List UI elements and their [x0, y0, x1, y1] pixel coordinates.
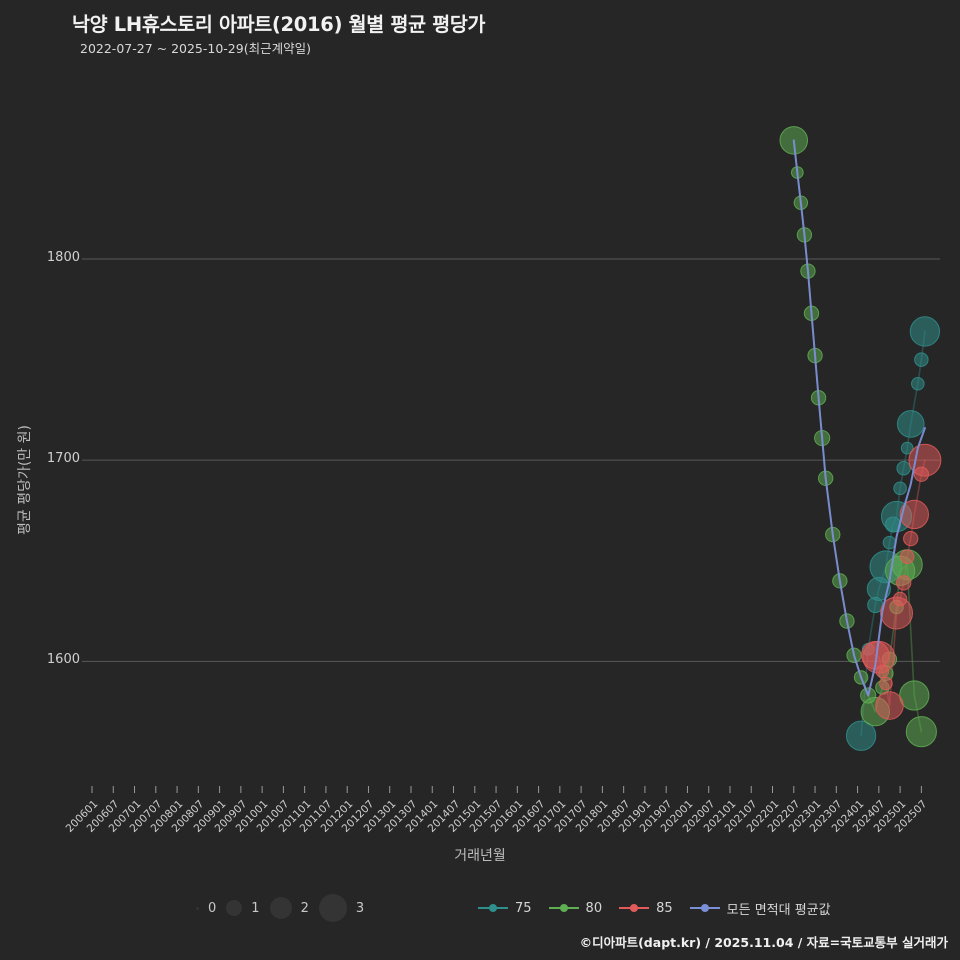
legend-size-label: 2	[300, 900, 309, 916]
legend-series-item-80[interactable]: 80	[548, 900, 603, 916]
data-bubble	[899, 549, 915, 564]
legend-series-label: 모든 면적대 평균값	[726, 902, 831, 918]
legend-dot-glyph	[700, 904, 709, 912]
footer-credit: ©디아파트(dapt.kr) / 2025.11.04 / 자료=국토교통부 실…	[579, 935, 948, 950]
legend-size-label: 1	[251, 900, 260, 916]
series-line-average	[792, 139, 926, 697]
legend-size-bubble	[196, 906, 199, 910]
data-bubble	[875, 664, 890, 679]
legend-series-swatch	[478, 901, 508, 915]
legend-series-label: 85	[656, 900, 673, 916]
legend-size-bubble	[226, 900, 243, 916]
legend-dot-glyph	[489, 904, 497, 912]
legend-size-scale: 0 1 2 3	[196, 893, 374, 923]
data-bubble	[900, 441, 914, 455]
legend-size-label: 0	[208, 900, 217, 916]
legend-series-label: 80	[585, 900, 603, 916]
y-axis-title: 평균 평당가(만 원)	[17, 425, 33, 535]
data-bubble	[892, 591, 908, 607]
legend-series-swatch	[548, 901, 579, 915]
x-axis-title: 거래년월	[454, 848, 506, 864]
data-bubble	[895, 575, 912, 591]
legend-series-swatch	[619, 901, 650, 915]
data-bubble	[896, 410, 925, 438]
legend-size-item[interactable]: 0	[196, 901, 216, 916]
legend-series-item-75[interactable]: 75	[478, 901, 532, 916]
data-bubble	[911, 376, 925, 391]
chart-subtitle: 2022-07-27 ~ 2025-10-29(최근계약일)	[80, 41, 311, 56]
page-title: 낙양 LH휴스토리 아파트(2016) 월별 평균 평당가	[72, 13, 486, 36]
series-line-80	[792, 139, 923, 733]
data-bubble	[845, 720, 877, 751]
legend-size-bubble	[269, 897, 292, 919]
y-tick-label: 1800	[46, 250, 80, 266]
legend-size-item[interactable]: 1	[226, 900, 260, 916]
legend-size-label: 3	[355, 900, 365, 916]
legend-series-item-85[interactable]: 85	[619, 901, 673, 916]
data-bubble	[905, 716, 937, 748]
data-bubble	[903, 530, 919, 547]
legend-size-bubble	[318, 894, 347, 922]
legend-size-item[interactable]: 2	[269, 897, 309, 919]
data-bubble	[882, 535, 897, 550]
data-bubble	[914, 352, 929, 367]
legend-series-label: 75	[515, 900, 532, 916]
legend: 0 1 2 3 75 80 85 모든 면적대 평균값	[0, 893, 960, 923]
legend-series-swatch	[689, 901, 720, 915]
data-bubble	[899, 680, 930, 711]
data-bubble	[909, 316, 941, 347]
data-bubble	[875, 691, 904, 720]
legend-size-item[interactable]: 3	[318, 894, 365, 922]
legend-series-item-모든 면적대 평균값[interactable]: 모든 면적대 평균값	[689, 899, 831, 918]
data-bubble	[893, 481, 907, 496]
legend-series-list: 75 80 85 모든 면적대 평균값	[478, 893, 848, 923]
data-bubble	[879, 676, 893, 691]
legend-dot-glyph	[630, 904, 639, 912]
data-bubble	[899, 499, 929, 530]
y-tick-label: 1600	[46, 652, 80, 668]
legend-dot-glyph	[559, 904, 568, 912]
data-bubble	[896, 461, 911, 476]
y-tick-label: 1700	[46, 451, 80, 467]
